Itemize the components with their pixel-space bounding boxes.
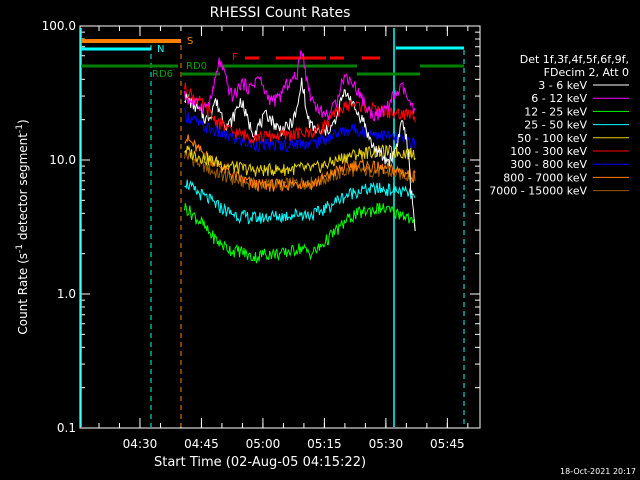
y-axis-label-part1: Count Rate (s [16,253,30,335]
y-tick-label: 100.0 [42,19,76,33]
legend-label: 6 - 12 keV [531,92,587,105]
legend-label: 50 - 100 keV [517,132,587,145]
legend-label: 3 - 6 keV [538,79,587,92]
legend-header-1: Det 1f,3f,4f,5f,6f,9f, [520,53,629,66]
legend-header-2: FDecim 2, Att 0 [544,66,629,79]
plot-area-border [79,25,481,429]
series-line-12-25keV [184,202,416,264]
generation-timestamp: 18-Oct-2021 20:17 [560,467,636,476]
x-tick-label: 05:30 [369,437,404,451]
series-layer [184,49,416,264]
x-tick-label: 05:00 [246,437,281,451]
x-tick-label: 05:45 [430,437,465,451]
state-bars: S N RD0 RD6 F [81,36,464,80]
legend-label: 800 - 7000 keV [503,171,587,184]
y-tick-label: 10.0 [49,153,76,167]
legend-label: 25 - 50 keV [524,119,587,132]
legend: Det 1f,3f,4f,5f,6f,9f, FDecim 2, Att 0 3… [489,53,629,198]
series-line-3-6keV [184,77,416,232]
x-axis-ticks: 04:30 04:45 05:00 05:15 05:30 05:45 [98,26,469,451]
label-F: F [232,52,238,63]
x-tick-label: 04:30 [123,437,158,451]
series-line-7000-15000keV [184,151,416,191]
legend-label: 300 - 800 keV [510,158,587,171]
y-tick-label: 1.0 [57,287,76,301]
y-axis-label-part2: detector segment [16,133,30,244]
label-N: N [157,44,164,55]
label-RD0: RD0 [186,61,207,72]
x-axis-label: Start Time (02-Aug-05 04:15:22) [154,455,366,470]
y-axis-label: Count Rate (s-1 detector segment-1) [15,119,30,334]
legend-label: 7000 - 15000 keV [489,185,587,198]
plot-frame [79,25,481,429]
label-S: S [187,36,193,47]
series-line-6-12keV [184,49,416,122]
series-line-300-800keV [184,108,416,153]
y-axis-label-end: ) [16,119,30,124]
x-tick-label: 05:15 [307,437,342,451]
x-tick-label: 04:45 [184,437,219,451]
legend-label: 12 - 25 keV [524,105,587,118]
label-RD6: RD6 [152,69,173,80]
legend-label: 100 - 300 keV [510,145,587,158]
vertical-markers [80,28,465,427]
y-tick-label: 0.1 [57,421,76,435]
y-axis-ticks: 0.1 1.0 10.0 100.0 [42,19,480,435]
y-axis-label-sup1: -1 [15,244,25,253]
y-axis-label-sup2: -1 [15,124,25,133]
chart-title: RHESSI Count Rates [210,5,351,21]
series-line-25-50keV [184,179,416,225]
